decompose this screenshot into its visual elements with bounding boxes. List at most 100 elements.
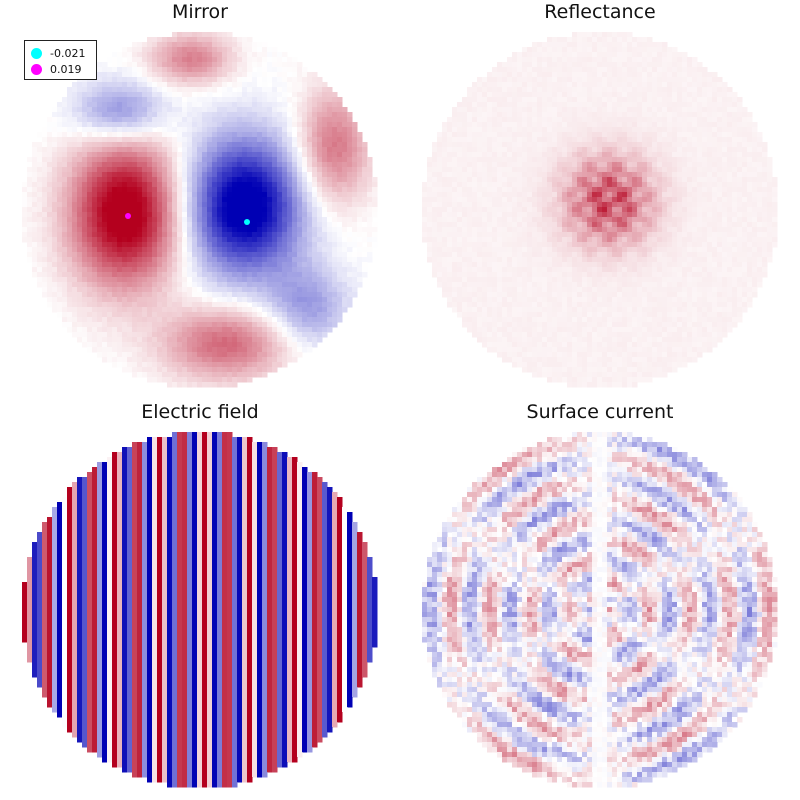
mirror-pixel — [257, 372, 263, 378]
mirror-pixel — [187, 312, 193, 318]
mirror-pixel — [167, 137, 173, 143]
mirror-pixel — [282, 167, 288, 173]
reflectance-pixel — [517, 92, 523, 98]
mirror-pixel — [97, 347, 103, 353]
mirror-pixel — [282, 142, 288, 148]
mirror-pixel — [302, 147, 308, 153]
mirror-pixel — [117, 272, 123, 278]
reflectance-pixel — [567, 67, 573, 73]
mirror-pixel — [142, 297, 148, 303]
mirror-pixel — [127, 157, 133, 163]
mirror-pixel — [202, 207, 208, 213]
mirror-pixel — [192, 77, 198, 83]
mirror-pixel — [272, 87, 278, 93]
mirror-pixel — [62, 172, 68, 178]
mirror-pixel — [152, 297, 158, 303]
reflectance-pixel — [527, 117, 533, 123]
mirror-pixel — [187, 277, 193, 283]
reflectance-pixel — [567, 112, 573, 118]
mirror-pixel — [92, 237, 98, 243]
mirror-pixel — [52, 177, 58, 183]
mirror-pixel — [202, 177, 208, 183]
reflectance-pixel — [647, 52, 653, 58]
mirror-pixel — [87, 317, 93, 323]
reflectance-pixel — [517, 107, 523, 113]
mirror-pixel — [347, 177, 353, 183]
mirror-pixel — [297, 152, 303, 158]
reflectance-pixel — [632, 117, 638, 123]
mirror-pixel — [172, 332, 178, 338]
mirror-pixel — [72, 82, 78, 88]
reflectance-pixel — [472, 87, 478, 93]
mirror-pixel — [242, 267, 248, 273]
mirror-pixel — [22, 202, 28, 208]
mirror-pixel — [122, 67, 128, 73]
mirror-pixel — [152, 132, 158, 138]
mirror-pixel — [202, 382, 208, 388]
mirror-pixel — [167, 302, 173, 308]
reflectance-pixel — [642, 132, 648, 138]
mirror-pixel — [142, 202, 148, 208]
mirror-pixel — [262, 132, 268, 138]
reflectance-pixel — [547, 82, 553, 88]
mirror-pixel — [57, 217, 63, 223]
mirror-pixel — [67, 127, 73, 133]
mirror-pixel — [117, 102, 123, 108]
mirror-pixel — [327, 302, 333, 308]
mirror-pixel — [47, 257, 53, 263]
mirror-pixel — [277, 197, 283, 203]
mirror-pixel — [182, 37, 188, 43]
mirror-pixel — [342, 152, 348, 158]
mirror-pixel — [287, 87, 293, 93]
mirror-pixel — [357, 282, 363, 288]
mirror-pixel — [202, 277, 208, 283]
reflectance-pixel — [672, 92, 678, 98]
reflectance-pixel — [702, 107, 708, 113]
reflectance-pixel — [557, 127, 563, 133]
mirror-pixel — [127, 287, 133, 293]
reflectance-pixel — [627, 132, 633, 138]
mirror-pixel — [112, 312, 118, 318]
mirror-pixel — [102, 87, 108, 93]
mirror-pixel — [197, 97, 203, 103]
mirror-pixel — [277, 317, 283, 323]
mirror-pixel — [182, 182, 188, 188]
mirror-pixel — [302, 102, 308, 108]
mirror-pixel — [142, 247, 148, 253]
mirror-pixel — [252, 187, 258, 193]
reflectance-pixel — [527, 137, 533, 143]
mirror-pixel — [207, 227, 213, 233]
reflectance-pixel — [487, 107, 493, 113]
reflectance-pixel — [687, 77, 693, 83]
mirror-pixel — [222, 327, 228, 333]
reflectance-pixel — [697, 107, 703, 113]
reflectance-pixel — [597, 62, 603, 68]
mirror-pixel — [242, 187, 248, 193]
mirror-pixel — [162, 92, 168, 98]
mirror-pixel — [112, 77, 118, 83]
mirror-pixel — [242, 192, 248, 198]
mirror-pixel — [37, 237, 43, 243]
mirror-pixel — [122, 302, 128, 308]
reflectance-pixel — [467, 127, 473, 133]
reflectance-pixel — [712, 122, 718, 128]
reflectance-pixel — [602, 122, 608, 128]
mirror-pixel — [137, 292, 143, 298]
reflectance-pixel — [647, 132, 653, 138]
mirror-pixel — [87, 147, 93, 153]
mirror-pixel — [237, 352, 243, 358]
mirror-pixel — [267, 127, 273, 133]
reflectance-pixel — [582, 82, 588, 88]
mirror-pixel — [322, 97, 328, 103]
reflectance-pixel — [607, 82, 613, 88]
mirror-pixel — [352, 232, 358, 238]
mirror-pixel — [312, 267, 318, 273]
mirror-pixel — [187, 42, 193, 48]
mirror-pixel — [197, 372, 203, 378]
mirror-pixel — [192, 117, 198, 123]
mirror-pixel — [357, 217, 363, 223]
mirror-pixel — [157, 322, 163, 328]
mirror-pixel — [47, 207, 53, 213]
reflectance-pixel — [627, 92, 633, 98]
mirror-pixel — [167, 377, 173, 383]
